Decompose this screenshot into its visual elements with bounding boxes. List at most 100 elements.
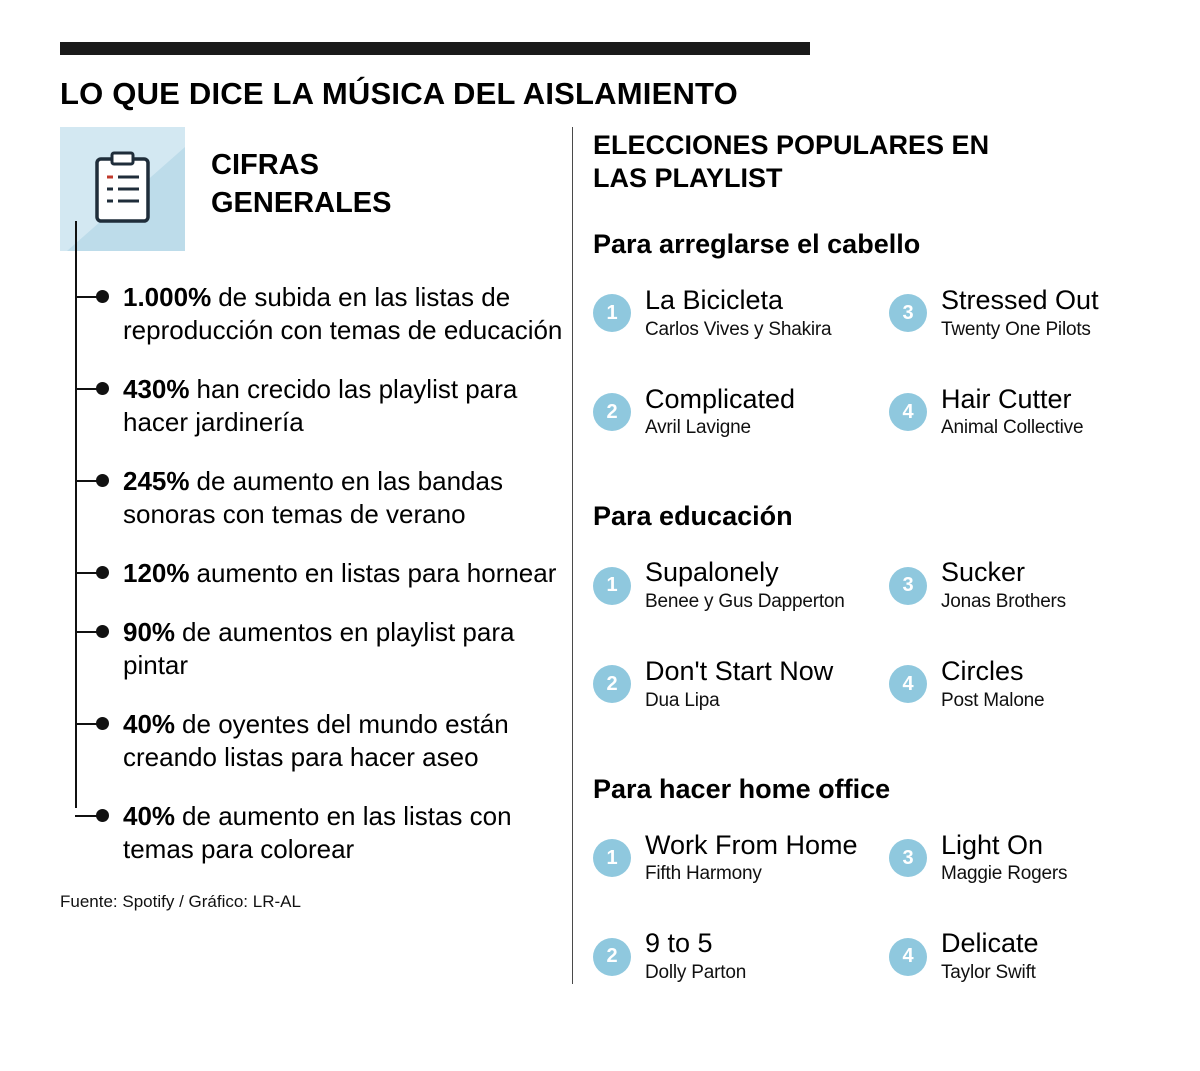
song-text: Light On Maggie Rogers: [941, 829, 1068, 886]
song-number-badge: 2: [593, 393, 631, 431]
song-title: Circles: [941, 656, 1024, 687]
song-title: Work From Home: [645, 829, 858, 860]
stat-value: 1.000%: [123, 282, 212, 313]
stat-value: 90%: [123, 617, 176, 648]
song-number-badge: 2: [593, 665, 631, 704]
stat-item: 40% de oyentes del mundo están creando li…: [75, 708, 570, 774]
song-item: 1 La Bicicleta Carlos Vives y Shakira: [593, 284, 889, 341]
clipboard-icon: [95, 151, 150, 223]
song-text: Complicated Avril Lavigne: [645, 383, 796, 440]
song-artist: Avril Lavigne: [645, 417, 751, 439]
song-number-badge: 1: [593, 294, 631, 333]
top-accent-bar: [60, 42, 810, 55]
song-text: Work From Home Fifth Harmony: [645, 829, 858, 886]
stat-text: de subida en las listas de reproducción …: [123, 282, 563, 346]
song-item: 2 Don't Start Now Dua Lipa: [593, 656, 889, 712]
song-artist: Animal Collective: [941, 417, 1084, 439]
song-item: 3 Light On Maggie Rogers: [889, 829, 1142, 886]
stat-value: 245%: [123, 466, 190, 497]
stat-value: 40%: [123, 801, 176, 832]
song-text: Sucker Jonas Brothers: [941, 558, 1066, 613]
song-artist: Taylor Swift: [941, 962, 1036, 984]
song-item: 4 Hair Cutter Animal Collective: [889, 383, 1142, 440]
song-text: 9 to 5 Dolly Parton: [645, 929, 746, 984]
song-title: La Bicicleta: [645, 284, 784, 315]
section-educacion: Para educación 1 Supalonely Benee y Gus …: [593, 501, 1142, 711]
song-item: 4 Delicate Taylor Swift: [889, 929, 1142, 984]
songs-grid: 1 Work From Home Fifth Harmony 3 Light O…: [593, 829, 1142, 984]
song-artist: Post Malone: [941, 689, 1045, 711]
stat-text: han crecido las playlist para hacer jard…: [123, 374, 518, 438]
stat-value: 120%: [123, 558, 190, 589]
song-item: 2 Complicated Avril Lavigne: [593, 383, 889, 440]
song-text: La Bicicleta Carlos Vives y Shakira: [645, 284, 832, 341]
song-title: Light On: [941, 829, 1044, 860]
left-header: CIFRAS GENERALES: [60, 127, 572, 252]
songs-grid: 1 La Bicicleta Carlos Vives y Shakira 3 …: [593, 284, 1142, 440]
song-text: Circles Post Malone: [941, 656, 1045, 712]
song-number-badge: 3: [889, 839, 927, 878]
song-artist: Benee y Gus Dapperton: [645, 591, 845, 613]
section-title: Para hacer home office: [593, 773, 891, 804]
song-number-badge: 1: [593, 839, 631, 878]
song-title: Hair Cutter: [941, 383, 1072, 414]
section-title: Para arreglarse el cabello: [593, 228, 921, 259]
song-number-badge: 4: [889, 665, 927, 704]
song-text: Don't Start Now Dua Lipa: [645, 656, 834, 712]
song-item: 3 Stressed Out Twenty One Pilots: [889, 284, 1142, 341]
stat-text: de oyentes del mundo están creando lista…: [123, 709, 509, 773]
stat-item: 1.000% de subida en las listas de reprodu…: [75, 281, 570, 347]
song-number-badge: 4: [889, 937, 927, 976]
clipboard-icon-tile: [60, 127, 185, 252]
song-item: 1 Supalonely Benee y Gus Dapperton: [593, 558, 889, 613]
song-text: Delicate Taylor Swift: [941, 929, 1039, 984]
stat-text: aumento en listas para hornear: [196, 558, 557, 589]
stat-text: de aumentos en playlist para pintar: [123, 617, 515, 681]
song-number-badge: 2: [593, 937, 631, 976]
stat-item: 120% aumento en listas para hornear: [75, 557, 570, 590]
song-artist: Maggie Rogers: [941, 863, 1068, 885]
song-number-badge: 1: [593, 566, 631, 605]
stat-value: 430%: [123, 374, 190, 405]
section-cabello: Para arreglarse el cabello 1 La Biciclet…: [593, 229, 1142, 439]
song-text: Stressed Out Twenty One Pilots: [941, 284, 1099, 341]
song-title: Complicated: [645, 383, 796, 414]
stat-item: 430% han crecido las playlist para hacer …: [75, 373, 570, 439]
stat-value: 40%: [123, 709, 176, 740]
general-figures-column: CIFRAS GENERALES 1.000% de subida en las …: [60, 127, 572, 984]
song-artist: Fifth Harmony: [645, 863, 762, 885]
songs-grid: 1 Supalonely Benee y Gus Dapperton 3 Suc…: [593, 558, 1142, 711]
song-item: 1 Work From Home Fifth Harmony: [593, 829, 889, 886]
stat-item: 245% de aumento en las bandas sonoras con…: [75, 465, 570, 531]
song-text: Supalonely Benee y Gus Dapperton: [645, 558, 845, 613]
stat-item: 40% de aumento en las listas con temas pa…: [75, 800, 570, 866]
left-heading: CIFRAS GENERALES: [211, 149, 392, 219]
song-artist: Dolly Parton: [645, 962, 747, 984]
song-title: Stressed Out: [941, 284, 1099, 315]
song-item: 2 9 to 5 Dolly Parton: [593, 929, 889, 984]
popular-picks-column: ELECCIONES POPULARES EN LAS PLAYLIST Par…: [593, 127, 1142, 984]
stat-item: 90% de aumentos en playlist para pintar: [75, 616, 570, 682]
song-number-badge: 4: [889, 393, 927, 431]
song-item: 3 Sucker Jonas Brothers: [889, 558, 1142, 613]
page-title: LO QUE DICE LA MÚSICA DEL AISLAMIENTO: [60, 76, 738, 111]
stats-list: 1.000% de subida en las listas de reprodu…: [75, 221, 572, 866]
connector-line: [75, 221, 77, 809]
section-title: Para educación: [593, 501, 793, 532]
column-divider: [572, 127, 573, 985]
song-title: Sucker: [941, 557, 1026, 588]
song-artist: Twenty One Pilots: [941, 318, 1091, 340]
song-text: Hair Cutter Animal Collective: [941, 383, 1084, 440]
stat-text: de aumento en las bandas sonoras con tem…: [123, 466, 503, 530]
song-title: 9 to 5: [645, 928, 713, 959]
song-title: Supalonely: [645, 557, 779, 588]
song-artist: Dua Lipa: [645, 689, 720, 711]
song-title: Don't Start Now: [645, 656, 834, 687]
song-number-badge: 3: [889, 294, 927, 333]
right-heading: ELECCIONES POPULARES EN LAS PLAYLIST: [593, 130, 990, 194]
song-number-badge: 3: [889, 566, 927, 605]
stat-text: de aumento en las listas con temas para …: [123, 801, 512, 865]
song-item: 4 Circles Post Malone: [889, 656, 1142, 712]
song-artist: Carlos Vives y Shakira: [645, 318, 832, 340]
